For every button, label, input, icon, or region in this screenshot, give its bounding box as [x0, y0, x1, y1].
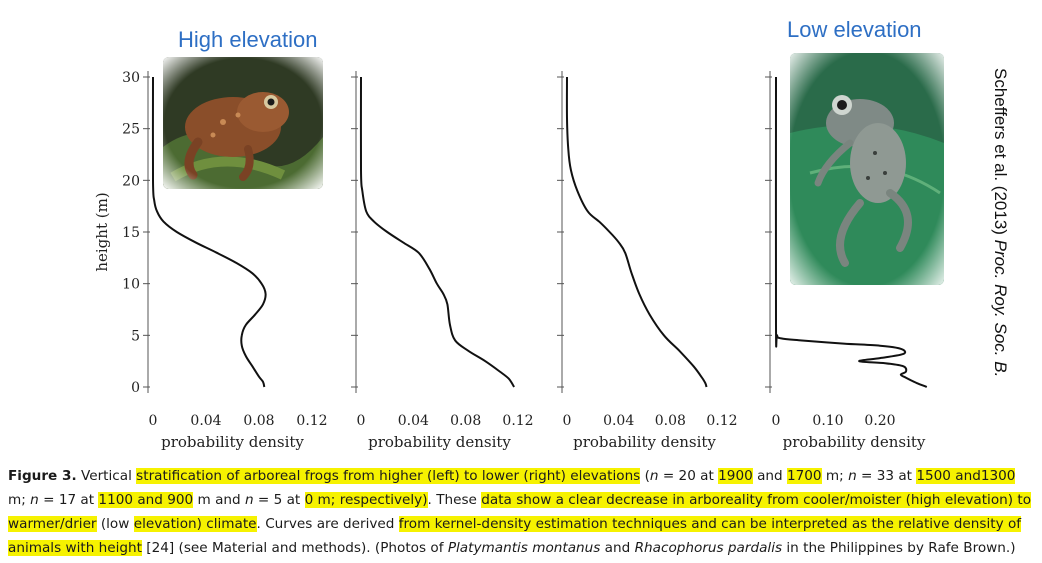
caption-text: . Curves are derived [256, 516, 399, 532]
x-tick-label: 0.20 [864, 413, 895, 429]
caption-highlight: 0 m; respectively) [304, 492, 428, 508]
caption-text: = 33 at [856, 468, 917, 484]
caption-text: m; [8, 492, 31, 508]
caption-variable: n [244, 492, 254, 508]
x-tick-label: 0.04 [603, 413, 634, 429]
y-axis-label: height (m) [93, 192, 111, 271]
high-elevation-header: High elevation [178, 27, 318, 52]
caption-highlight: 1700 [786, 468, 822, 484]
y-tick-label: 20 [122, 173, 140, 189]
x-tick-label: 0.04 [190, 413, 221, 429]
x-axis-label: probability density [783, 433, 926, 451]
caption-text: and [600, 540, 635, 556]
caption-text: in the Philippines by Rafe Brown.) [782, 540, 1016, 556]
x-tick-label: 0.12 [502, 413, 533, 429]
density-curve [151, 76, 267, 388]
caption-variable: n [30, 492, 39, 508]
caption-highlight: elevation) climate [133, 516, 257, 532]
x-tick-label: 0 [357, 413, 366, 429]
y-tick-label: 15 [122, 225, 140, 241]
y-tick-label: 5 [131, 328, 140, 344]
caption-figure-label: Figure 3. [8, 468, 77, 484]
citation-text: Scheffers et al. (2013) Proc. Roy. Soc. … [990, 68, 1010, 377]
caption-text: m and [193, 492, 245, 508]
frog-photo-rhacophorus [790, 53, 944, 285]
caption-highlight: 1900 [718, 468, 753, 484]
x-tick-label: 0.08 [450, 413, 481, 429]
density-curve [359, 76, 515, 388]
x-axis-label: probability density [161, 433, 304, 451]
y-tick-label: 10 [122, 277, 140, 293]
x-tick-label: 0 [149, 413, 158, 429]
low-elevation-header: Low elevation [787, 17, 922, 42]
x-axis-label: probability density [368, 433, 511, 451]
x-tick-label: 0.12 [706, 413, 737, 429]
y-tick-label: 30 [122, 70, 140, 86]
caption-species: Platymantis montanus [447, 540, 601, 556]
caption-text: = 5 at [253, 492, 305, 508]
caption-species: Rhacophorus pardalis [634, 540, 783, 556]
frog-photo-platymantis [163, 57, 323, 189]
caption-text: (low [96, 516, 134, 532]
caption-text: Vertical [76, 468, 137, 484]
caption-text: = 17 at [38, 492, 99, 508]
caption-variable: n [649, 468, 659, 484]
y-tick-label: 0 [131, 380, 140, 396]
x-tick-label: 0.04 [398, 413, 429, 429]
x-tick-label: 0 [772, 413, 781, 429]
caption-text: [24] (see Material and methods). (Photos… [141, 540, 448, 556]
caption-text: and [752, 468, 787, 484]
x-tick-label: 0.08 [655, 413, 686, 429]
citation-journal: Proc. Roy. Soc. B. [991, 239, 1010, 378]
caption-text: ( [640, 468, 650, 484]
density-curve [565, 76, 708, 388]
x-tick-label: 0.08 [243, 413, 274, 429]
density-curve [774, 76, 928, 388]
figure-panels: 0 5 10 15 20 25 30 0 0.04 0.08 0.12 probability den… [93, 70, 928, 451]
caption-text: = 20 at [658, 468, 719, 484]
y-tick-label: 25 [122, 122, 140, 138]
caption-highlight: 1500 and1300 [916, 468, 1016, 484]
caption-highlight: stratification of arboreal frogs from hi… [136, 468, 641, 484]
citation-authors: Scheffers et al. (2013) [991, 68, 1010, 240]
caption-text: . These [427, 492, 482, 508]
caption-text: m; [821, 468, 849, 484]
figure-caption: Figure 3. Vertical stratification of arb… [8, 464, 1034, 560]
x-tick-label: 0.12 [296, 413, 327, 429]
x-tick-label: 0.10 [812, 413, 843, 429]
x-tick-label: 0 [563, 413, 572, 429]
caption-variable: n [848, 468, 857, 484]
caption-highlight: 1100 and 900 [98, 492, 194, 508]
x-axis-label: probability density [573, 433, 716, 451]
